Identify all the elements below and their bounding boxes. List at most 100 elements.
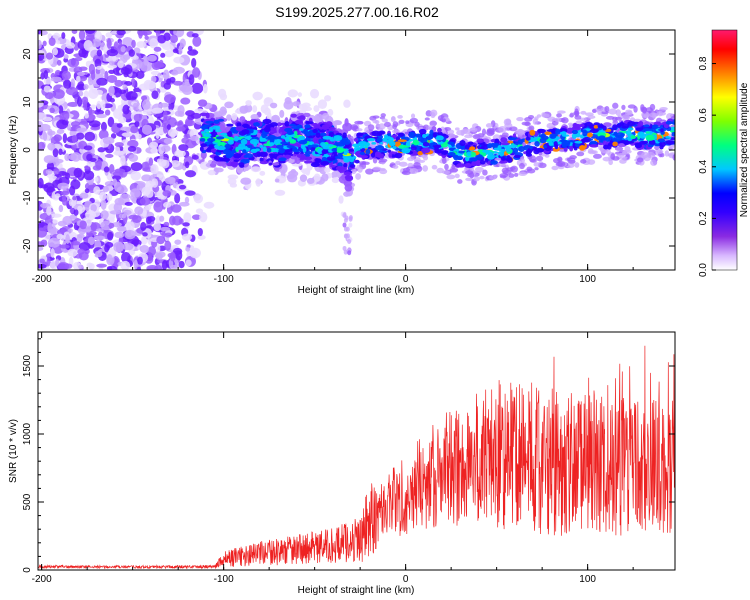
heatmap-cell bbox=[132, 55, 139, 60]
heatmap-cell bbox=[76, 96, 83, 107]
heatmap-cell bbox=[58, 148, 63, 156]
heatmap-cell bbox=[262, 146, 267, 153]
heatmap-cell bbox=[38, 39, 42, 50]
heatmap-cell bbox=[106, 49, 119, 57]
heatmap-cell bbox=[179, 38, 186, 48]
heatmap-cell bbox=[417, 159, 426, 163]
heatmap-cell bbox=[343, 171, 352, 176]
heatmap-cell bbox=[231, 161, 238, 168]
heatmap-cell bbox=[84, 30, 96, 35]
heatmap-cell bbox=[664, 150, 670, 157]
heatmap-cell bbox=[67, 58, 80, 68]
heatmap-cell bbox=[374, 151, 380, 158]
heatmap-cell bbox=[128, 49, 135, 57]
heatmap-cell bbox=[183, 212, 192, 223]
heatmap-cell bbox=[335, 166, 344, 171]
heatmap-cell bbox=[475, 154, 484, 160]
heatmap-cell bbox=[245, 100, 252, 106]
heatmap-cell bbox=[67, 248, 78, 257]
heatmap-cell bbox=[397, 139, 407, 142]
heatmap-cell bbox=[177, 120, 184, 132]
heatmap-cell bbox=[250, 114, 259, 120]
heatmap-cell bbox=[38, 227, 48, 238]
heatmap-cell bbox=[343, 226, 348, 232]
heatmap-cell bbox=[574, 162, 580, 168]
y-tick-label: 1000 bbox=[22, 422, 33, 445]
heatmap-cell bbox=[435, 135, 444, 141]
heatmap-cell bbox=[457, 179, 463, 184]
heatmap-cell bbox=[210, 148, 217, 153]
heatmap-cell bbox=[227, 130, 233, 138]
heatmap-cell bbox=[102, 185, 109, 193]
heatmap-cell bbox=[447, 141, 454, 145]
heatmap-cell bbox=[612, 141, 618, 147]
heatmap-cell bbox=[301, 168, 310, 175]
heatmap-cell bbox=[603, 122, 612, 127]
colorbar-tick-label: 0.0 bbox=[698, 263, 709, 277]
heatmap-cell bbox=[326, 156, 336, 161]
heatmap-cell bbox=[298, 139, 308, 145]
snr-panel: -200 -100 0 100 0 500 1000 1500 Height of stra… bbox=[8, 331, 676, 596]
heatmap-cell bbox=[347, 134, 352, 138]
heatmap-cell bbox=[356, 132, 364, 137]
heatmap-cell bbox=[417, 150, 424, 156]
heatmap-cell bbox=[589, 144, 599, 148]
heatmap-cell bbox=[517, 128, 525, 136]
heatmap-cell bbox=[627, 127, 634, 131]
heatmap-cell bbox=[110, 30, 119, 35]
heatmap-cell bbox=[284, 121, 290, 127]
heatmap-cell bbox=[58, 105, 64, 115]
heatmap-cell bbox=[409, 168, 419, 175]
heatmap-cell bbox=[561, 134, 570, 137]
heatmap-cell bbox=[504, 122, 513, 128]
heatmap-cell bbox=[546, 129, 556, 132]
heatmap-cell bbox=[519, 162, 525, 170]
heatmap-cell bbox=[240, 138, 248, 145]
heatmap-cell bbox=[54, 158, 64, 164]
heatmap-cell bbox=[99, 68, 106, 75]
heatmap-cell bbox=[42, 40, 47, 47]
heatmap-cell bbox=[203, 133, 212, 137]
heatmap-cell bbox=[96, 77, 108, 86]
heatmap-cell bbox=[508, 173, 515, 178]
heatmap-cell bbox=[289, 139, 297, 144]
heatmap-cell bbox=[145, 205, 152, 211]
heatmap-cell bbox=[249, 138, 259, 145]
heatmap-cell bbox=[357, 121, 364, 125]
heatmap-cell bbox=[38, 52, 45, 61]
heatmap-cell bbox=[169, 251, 176, 262]
heatmap-cell bbox=[333, 159, 338, 163]
heatmap-cell bbox=[88, 109, 96, 115]
heatmap-cell bbox=[392, 164, 399, 169]
heatmap-cell bbox=[181, 233, 193, 241]
heatmap-cell bbox=[314, 113, 324, 123]
heatmap-cell bbox=[130, 170, 141, 181]
heatmap-cell bbox=[217, 118, 225, 122]
heatmap-cell bbox=[67, 228, 73, 233]
heatmap-cell bbox=[57, 171, 67, 176]
heatmap-cell bbox=[338, 147, 344, 153]
colorbar-tick-label: 0.2 bbox=[698, 211, 709, 225]
heatmap-cell bbox=[178, 184, 187, 190]
heatmap-cell bbox=[484, 157, 489, 163]
heatmap-cell bbox=[409, 117, 419, 124]
heatmap-cell bbox=[145, 189, 154, 198]
heatmap-cell bbox=[454, 173, 460, 179]
heatmap-cell bbox=[133, 87, 142, 93]
heatmap-cell bbox=[83, 99, 88, 111]
heatmap-cell bbox=[358, 140, 368, 147]
heatmap-cell bbox=[276, 144, 284, 149]
heatmap-cell bbox=[656, 149, 664, 155]
heatmap-cell bbox=[314, 153, 321, 157]
heatmap-cell bbox=[47, 237, 60, 248]
heatmap-cell bbox=[148, 157, 154, 166]
heatmap-cell bbox=[533, 162, 540, 167]
heatmap-cell bbox=[301, 102, 311, 108]
heatmap-cell bbox=[94, 176, 99, 182]
heatmap-cell bbox=[123, 209, 132, 215]
heatmap-cell bbox=[556, 113, 562, 118]
heatmap-cell bbox=[77, 248, 85, 255]
heatmap-cell bbox=[251, 166, 261, 173]
heatmap-cell bbox=[604, 105, 610, 113]
